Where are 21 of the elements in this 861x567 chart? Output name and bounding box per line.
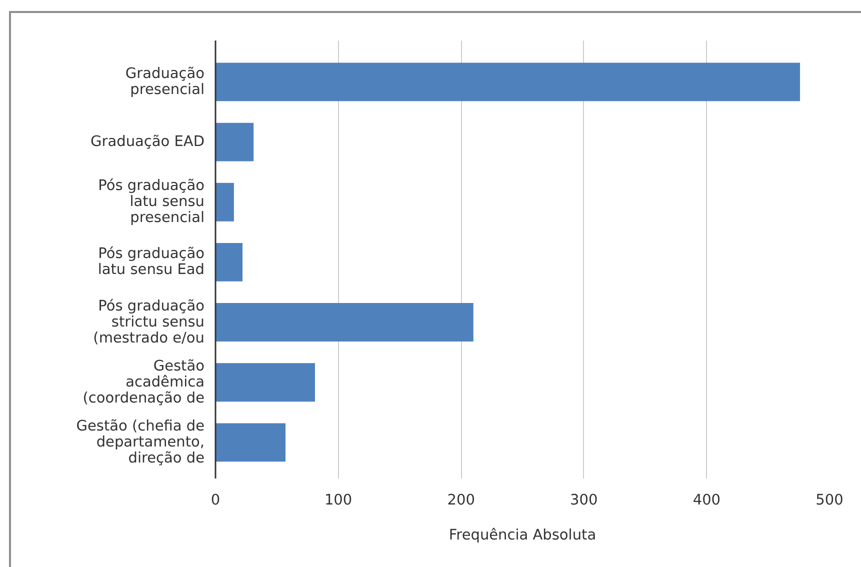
x-tick-label: 100 <box>324 492 352 508</box>
x-axis-title: Frequência Absoluta <box>448 528 596 544</box>
bar <box>216 423 286 462</box>
x-tick-label: 400 <box>692 492 721 508</box>
y-tick-label: Graduação EAD <box>90 134 205 150</box>
x-tick-label: 500 <box>816 492 844 508</box>
x-tick-label: 300 <box>570 492 598 508</box>
y-tick-label: Pós graduação latu sensu Ead <box>98 246 205 278</box>
y-tick-label: Gestão (chefia de departamento, direção de <box>76 418 205 466</box>
x-tick-label: 200 <box>447 492 475 508</box>
bar <box>216 62 800 102</box>
bar <box>216 363 315 402</box>
x-tick-label: 0 <box>210 492 220 508</box>
bar <box>216 122 254 162</box>
y-tick-label: Pós graduação latu sensu presencial <box>98 178 205 226</box>
bar <box>216 242 243 282</box>
y-tick-label: Gestão acadêmica (coordenação de <box>82 358 205 406</box>
bar <box>216 182 234 222</box>
y-tick-label: Graduação presencial <box>125 66 205 98</box>
y-tick-label: Pós graduação strictu sensu (mestrado e/ou <box>93 298 205 346</box>
bar <box>216 303 474 342</box>
